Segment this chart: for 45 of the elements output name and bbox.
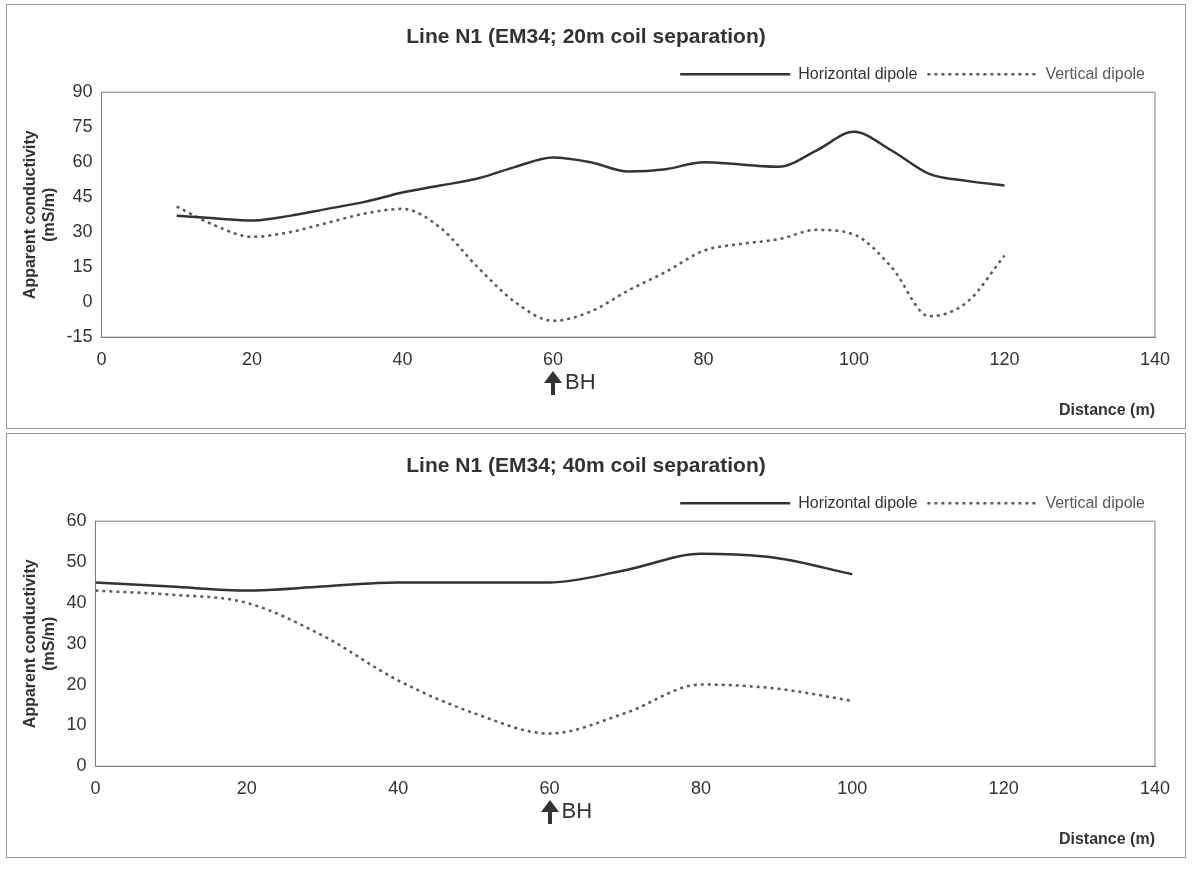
x-tick-label: 0 bbox=[96, 348, 107, 369]
line-series bbox=[175, 130, 1006, 222]
y-tick-label: 0 bbox=[76, 755, 87, 776]
x-tick-label: 20 bbox=[241, 348, 262, 369]
y-tick-label: 60 bbox=[66, 510, 87, 531]
text: Vertical dipole bbox=[1045, 64, 1146, 82]
y-tick-label: 0 bbox=[82, 291, 93, 312]
x-tick-label: 60 bbox=[542, 348, 563, 369]
y-tick-label: 15 bbox=[72, 256, 93, 277]
x-axis-title: Distance (m) bbox=[1058, 400, 1155, 418]
x-tick-label: 40 bbox=[388, 777, 409, 798]
y-tick-label: 20 bbox=[66, 673, 87, 694]
y-tick-label: 75 bbox=[72, 116, 93, 137]
y-tick-label: 45 bbox=[72, 186, 93, 207]
chart-title: Line N1 (EM34; 20m coil separation) bbox=[406, 24, 766, 48]
text: Horizontal dipole bbox=[798, 493, 918, 511]
y-tick-label: 10 bbox=[66, 714, 87, 735]
x-tick-label: 120 bbox=[989, 348, 1020, 369]
y-tick-label: 60 bbox=[72, 151, 93, 172]
y-axis-title: Apparent conductivity (mS/m) bbox=[21, 559, 58, 729]
y-tick-label: 50 bbox=[66, 551, 87, 571]
x-tick-label: 140 bbox=[1139, 348, 1171, 369]
text: BH bbox=[561, 798, 593, 824]
y-tick-label: 30 bbox=[72, 221, 93, 242]
text: Horizontal dipole bbox=[798, 64, 918, 82]
chart-title: Line N1 (EM34; 40m coil separation) bbox=[406, 453, 766, 477]
x-tick-label: 60 bbox=[539, 777, 560, 798]
x-tick-label: 20 bbox=[236, 777, 257, 798]
x-tick-label: 80 bbox=[690, 777, 711, 798]
x-tick-label: 100 bbox=[837, 777, 868, 798]
y-tick-label: -15 bbox=[66, 326, 93, 347]
x-tick-label: 140 bbox=[1139, 777, 1171, 798]
x-tick-label: 80 bbox=[693, 348, 714, 369]
text: BH bbox=[564, 369, 596, 395]
x-axis-title: Distance (m) bbox=[1058, 829, 1155, 847]
x-tick-label: 120 bbox=[988, 777, 1019, 798]
line-series bbox=[175, 205, 1006, 323]
y-tick-label: 90 bbox=[72, 81, 93, 102]
y-tick-label: 40 bbox=[66, 591, 87, 612]
x-tick-label: 40 bbox=[392, 348, 413, 369]
y-axis-title: Apparent conductivity (mS/m) bbox=[21, 130, 58, 300]
y-tick-label: 30 bbox=[66, 632, 87, 653]
text: Vertical dipole bbox=[1045, 493, 1146, 511]
x-tick-label: 100 bbox=[838, 348, 869, 369]
line-series bbox=[95, 552, 854, 592]
